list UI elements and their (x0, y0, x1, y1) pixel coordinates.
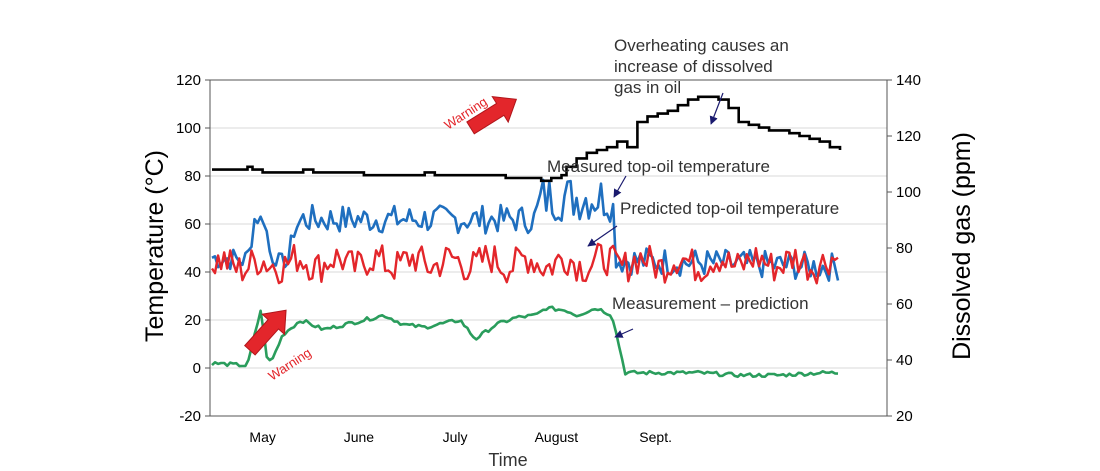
annotation-gas: Overheating causes an (614, 36, 789, 55)
y-tick-label: 80 (184, 168, 201, 185)
x-month-label: May (249, 429, 275, 445)
warning-arrow-top (466, 96, 518, 135)
y-axis-left-ticks: 120 100 80 60 40 20 0 -20 (176, 72, 210, 425)
annotation-predicted: Predicted top-oil temperature (620, 199, 839, 218)
y-tick-label: 40 (184, 264, 201, 281)
annotation-gas-line3: gas in oil (614, 78, 681, 97)
x-axis-title: Time (488, 450, 527, 470)
y-tick-label: 60 (184, 216, 201, 233)
y2-tick-label: 80 (896, 240, 913, 257)
y-axis-title-right: Dissolved gas (ppm) (948, 132, 976, 360)
annotation-measured: Measured top-oil temperature (547, 157, 770, 176)
pointer-residual (614, 328, 634, 338)
y2-tick-label: 20 (896, 408, 913, 425)
annotation-gas-line2: increase of dissolved (614, 57, 773, 76)
series-measured-top-oil (211, 178, 840, 282)
series-predicted-top-oil (210, 242, 839, 285)
y2-tick-label: 140 (896, 72, 921, 89)
warning-label-bottom: Warning (265, 345, 313, 384)
x-axis-months: May June July August Sept. (249, 429, 672, 445)
y-tick-label: 100 (176, 120, 201, 137)
y-tick-label: 20 (184, 312, 201, 329)
y-axis-right-ticks: 140 120 100 80 60 40 20 (887, 72, 921, 425)
y-tick-label: -20 (179, 408, 201, 425)
series-dissolved-gas (212, 95, 842, 183)
x-month-label: August (535, 429, 579, 445)
y-axis-title-left: Temperature (°C) (141, 150, 169, 342)
y2-tick-label: 40 (896, 352, 913, 369)
x-month-label: July (443, 429, 468, 445)
pointer-measured (613, 175, 627, 198)
pointer-predicted (587, 225, 618, 247)
warning-arrow-bottom (244, 309, 287, 356)
y-tick-label: 0 (193, 360, 201, 377)
y2-tick-label: 120 (896, 128, 921, 145)
y2-tick-label: 100 (896, 184, 921, 201)
annotation-residual: Measurement – prediction (612, 294, 809, 313)
pointer-gas (709, 92, 724, 125)
y-tick-label: 120 (176, 72, 201, 89)
y2-tick-label: 60 (896, 296, 913, 313)
x-month-label: June (344, 429, 375, 445)
x-month-label: Sept. (639, 429, 672, 445)
series-residual (211, 305, 839, 379)
